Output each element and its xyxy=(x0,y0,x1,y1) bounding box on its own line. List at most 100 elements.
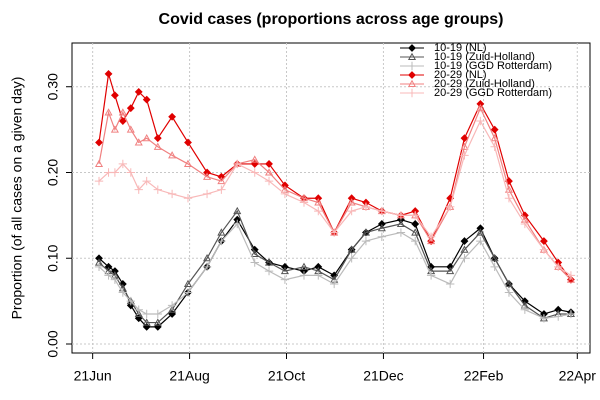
marker xyxy=(554,262,563,272)
marker xyxy=(183,159,193,167)
legend-label: 20-29 (Zuid-Holland) xyxy=(434,78,535,90)
marker xyxy=(126,296,135,306)
marker xyxy=(95,138,103,147)
marker xyxy=(314,206,323,216)
marker xyxy=(202,262,212,272)
marker xyxy=(264,168,274,176)
marker xyxy=(396,219,405,228)
marker xyxy=(134,309,143,318)
marker xyxy=(407,79,417,88)
marker xyxy=(377,220,386,228)
marker xyxy=(427,236,436,245)
marker xyxy=(539,245,549,254)
legend-label: 20-29 (NL) xyxy=(434,69,487,81)
marker xyxy=(153,318,162,326)
marker xyxy=(233,206,242,215)
marker xyxy=(408,71,416,79)
marker xyxy=(153,309,163,319)
marker xyxy=(445,202,455,211)
marker xyxy=(347,245,356,253)
marker xyxy=(217,236,226,246)
marker xyxy=(110,168,120,177)
marker xyxy=(118,117,127,125)
marker xyxy=(504,279,514,288)
x-tick-label: 21Dec xyxy=(363,368,403,384)
legend-label: 10-19 (Zuid-Holland) xyxy=(434,51,535,63)
marker xyxy=(460,151,469,160)
marker xyxy=(280,189,290,199)
marker xyxy=(95,254,103,263)
marker xyxy=(411,228,420,236)
marker xyxy=(476,103,485,112)
marker xyxy=(566,275,575,283)
marker xyxy=(396,228,406,237)
marker xyxy=(104,262,113,271)
marker xyxy=(426,271,436,280)
marker xyxy=(408,44,416,52)
marker xyxy=(202,189,212,199)
marker xyxy=(460,245,469,253)
marker xyxy=(110,275,120,284)
legend-label: 10-19 (GGD Rotterdam) xyxy=(434,60,552,72)
marker xyxy=(264,258,274,266)
marker xyxy=(142,95,151,104)
series-line xyxy=(98,222,572,319)
marker xyxy=(554,305,563,314)
marker xyxy=(411,220,420,228)
marker xyxy=(490,125,499,134)
marker xyxy=(566,271,576,280)
marker xyxy=(490,133,499,142)
marker xyxy=(411,236,420,246)
y-tick-label: 0.30 xyxy=(45,73,61,100)
marker xyxy=(329,279,339,289)
marker xyxy=(504,194,514,203)
marker xyxy=(110,125,119,133)
marker xyxy=(264,176,274,186)
marker xyxy=(445,279,455,289)
marker xyxy=(314,271,323,280)
marker xyxy=(407,52,417,61)
marker xyxy=(203,168,211,177)
marker xyxy=(539,314,549,323)
marker xyxy=(347,254,356,263)
marker xyxy=(168,112,177,121)
series-line xyxy=(98,106,572,281)
marker xyxy=(361,236,371,246)
marker xyxy=(184,138,192,147)
marker xyxy=(280,266,289,275)
marker xyxy=(183,279,193,288)
marker xyxy=(134,138,143,146)
marker xyxy=(142,133,151,142)
marker xyxy=(314,194,323,203)
marker xyxy=(203,254,212,262)
marker xyxy=(281,262,289,271)
series-line xyxy=(98,209,571,324)
marker xyxy=(118,108,127,116)
marker xyxy=(134,305,143,314)
marker xyxy=(476,236,485,246)
marker xyxy=(460,237,469,245)
marker xyxy=(118,288,128,297)
marker xyxy=(411,211,420,220)
x-tick-label: 21Oct xyxy=(268,368,305,384)
marker xyxy=(217,228,226,236)
marker xyxy=(520,305,530,314)
marker xyxy=(377,206,387,216)
marker xyxy=(490,254,499,262)
x-tick-label: 21Aug xyxy=(169,368,209,384)
marker xyxy=(504,288,514,297)
marker xyxy=(377,232,387,242)
marker xyxy=(407,88,417,98)
marker xyxy=(361,202,371,211)
marker xyxy=(183,194,193,203)
marker xyxy=(540,237,548,245)
marker xyxy=(426,232,436,242)
marker xyxy=(460,142,469,150)
marker xyxy=(265,160,273,168)
marker xyxy=(396,211,406,220)
marker xyxy=(347,206,356,216)
plot-frame xyxy=(71,42,591,354)
marker xyxy=(134,185,143,194)
marker xyxy=(153,134,162,143)
